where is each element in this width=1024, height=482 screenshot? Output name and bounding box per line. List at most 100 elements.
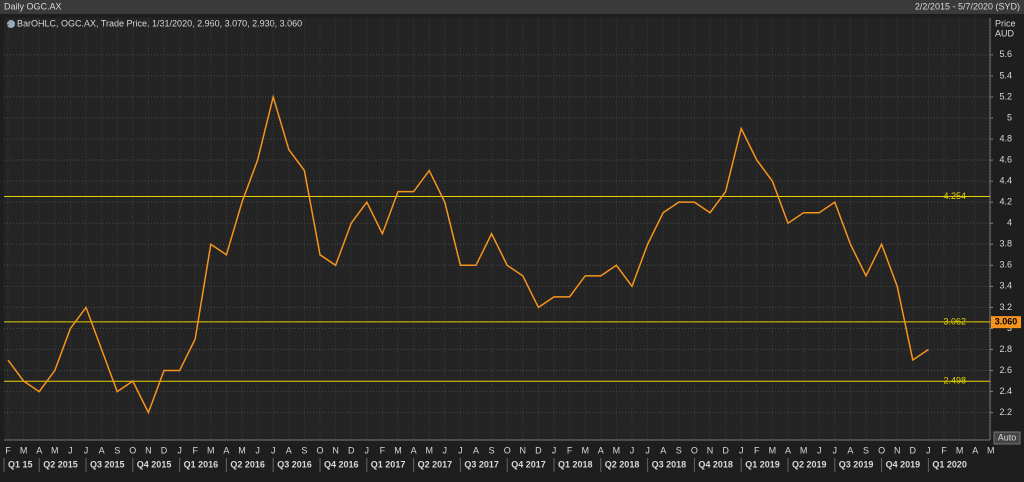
x-tick-label: D bbox=[348, 445, 355, 455]
x-tick-label: M bbox=[956, 445, 964, 455]
x-tick-label: M bbox=[987, 445, 995, 455]
x-tick-label: A bbox=[847, 445, 853, 455]
quarter-label: Q1 2016 bbox=[184, 459, 219, 469]
x-tick-label: A bbox=[598, 445, 604, 455]
x-tick-label: J bbox=[739, 445, 744, 455]
quarter-label: Q2 2019 bbox=[792, 459, 827, 469]
y-tick-label: 5.4 bbox=[999, 70, 1012, 80]
quarter-label: Q3 2018 bbox=[652, 459, 687, 469]
x-tick-label: M bbox=[51, 445, 59, 455]
x-tick-label: A bbox=[411, 445, 417, 455]
quarter-label: Q3 2016 bbox=[277, 459, 312, 469]
reference-label: 4.254 bbox=[943, 191, 966, 201]
x-tick-label: O bbox=[129, 445, 136, 455]
quarter-label: Q1 2019 bbox=[745, 459, 780, 469]
quarter-label: Q2 2017 bbox=[418, 459, 453, 469]
x-tick-label: S bbox=[301, 445, 307, 455]
plot-area bbox=[4, 18, 990, 440]
x-tick-label: N bbox=[332, 445, 339, 455]
x-tick-label: M bbox=[581, 445, 589, 455]
x-tick-label: N bbox=[520, 445, 527, 455]
x-tick-label: F bbox=[567, 445, 573, 455]
x-tick-label: J bbox=[255, 445, 260, 455]
x-tick-label: S bbox=[676, 445, 682, 455]
x-tick-label: M bbox=[20, 445, 28, 455]
quarter-label: Q1 2018 bbox=[558, 459, 593, 469]
x-tick-label: A bbox=[286, 445, 292, 455]
last-price-label: 3.060 bbox=[995, 317, 1018, 327]
x-tick-label: J bbox=[552, 445, 557, 455]
quarter-label: Q4 2019 bbox=[886, 459, 921, 469]
quarter-label: Q1 15 bbox=[8, 459, 33, 469]
quarter-label: Q1 2020 bbox=[932, 459, 967, 469]
quarter-label: Q3 2017 bbox=[464, 459, 499, 469]
y-tick-label: 2.4 bbox=[999, 386, 1012, 396]
x-tick-label: A bbox=[36, 445, 42, 455]
y-tick-label: 4.8 bbox=[999, 133, 1012, 143]
x-tick-label: F bbox=[754, 445, 760, 455]
x-tick-label: A bbox=[785, 445, 791, 455]
quarter-label: Q4 2016 bbox=[324, 459, 359, 469]
x-tick-label: M bbox=[425, 445, 433, 455]
quarter-label: Q1 2017 bbox=[371, 459, 406, 469]
x-tick-label: F bbox=[941, 445, 947, 455]
y-tick-label: 3.2 bbox=[999, 302, 1012, 312]
quarter-label: Q2 2016 bbox=[230, 459, 265, 469]
x-tick-label: N bbox=[145, 445, 152, 455]
last-price-box bbox=[991, 316, 1021, 329]
y-axis-unit: AUD bbox=[995, 28, 1015, 38]
x-tick-label: J bbox=[817, 445, 822, 455]
x-tick-label: J bbox=[68, 445, 73, 455]
x-tick-label: F bbox=[192, 445, 198, 455]
quarter-label: Q4 2015 bbox=[137, 459, 172, 469]
x-tick-label: D bbox=[910, 445, 917, 455]
legend: BarOHLC, OGC.AX, Trade Price, 1/31/2020,… bbox=[17, 18, 302, 28]
x-tick-label: A bbox=[223, 445, 229, 455]
x-tick-label: O bbox=[316, 445, 323, 455]
y-tick-label: 5.6 bbox=[999, 49, 1012, 59]
x-tick-label: A bbox=[660, 445, 666, 455]
x-tick-label: J bbox=[177, 445, 182, 455]
y-tick-label: 4.4 bbox=[999, 175, 1012, 185]
y-tick-label: 4 bbox=[1007, 218, 1012, 228]
header-title: Daily OGC.AX bbox=[4, 1, 62, 11]
x-tick-label: F bbox=[380, 445, 386, 455]
x-tick-label: F bbox=[5, 445, 11, 455]
price-line bbox=[7, 94, 929, 415]
header-bar bbox=[0, 0, 1024, 14]
x-tick-label: A bbox=[473, 445, 479, 455]
x-tick-label: S bbox=[114, 445, 120, 455]
x-tick-label: O bbox=[878, 445, 885, 455]
y-tick-label: 4.2 bbox=[999, 197, 1012, 207]
x-tick-label: J bbox=[84, 445, 89, 455]
x-tick-label: S bbox=[489, 445, 495, 455]
y-axis-title: Price bbox=[995, 18, 1016, 28]
x-tick-label: M bbox=[769, 445, 777, 455]
x-tick-label: A bbox=[99, 445, 105, 455]
auto-button[interactable] bbox=[993, 431, 1021, 445]
x-tick-label: O bbox=[504, 445, 511, 455]
y-tick-label: 4.6 bbox=[999, 154, 1012, 164]
x-tick-label: J bbox=[630, 445, 635, 455]
y-tick-label: 5 bbox=[1007, 112, 1012, 122]
quarter-label: Q2 2018 bbox=[605, 459, 640, 469]
x-tick-label: M bbox=[207, 445, 215, 455]
quarter-label: Q4 2018 bbox=[698, 459, 733, 469]
y-tick-label: 2.2 bbox=[999, 407, 1012, 417]
header-range: 2/2/2015 - 5/7/2020 (SYD) bbox=[915, 1, 1020, 11]
x-tick-label: J bbox=[645, 445, 650, 455]
x-tick-label: A bbox=[972, 445, 978, 455]
x-tick-label: D bbox=[161, 445, 168, 455]
y-tick-label: 2.6 bbox=[999, 365, 1012, 375]
x-tick-label: J bbox=[926, 445, 931, 455]
reference-label: 3.062 bbox=[943, 316, 966, 326]
x-tick-label: D bbox=[535, 445, 542, 455]
y-tick-label: 3.4 bbox=[999, 281, 1012, 291]
x-tick-label: J bbox=[271, 445, 276, 455]
auto-button-label[interactable]: Auto bbox=[998, 432, 1017, 442]
x-tick-label: J bbox=[365, 445, 370, 455]
x-tick-label: S bbox=[863, 445, 869, 455]
quarter-label: Q3 2019 bbox=[839, 459, 874, 469]
x-tick-label: J bbox=[443, 445, 448, 455]
x-tick-label: M bbox=[613, 445, 621, 455]
